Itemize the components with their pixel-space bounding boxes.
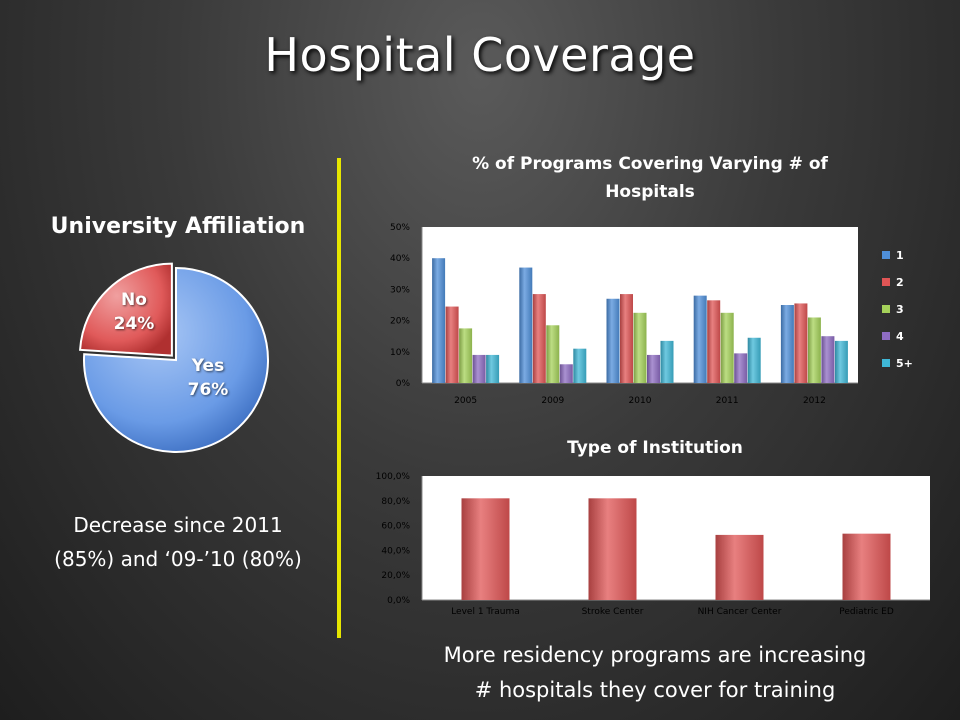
- bar-2009-series-1: [519, 267, 533, 383]
- pie-label-no-name: No: [121, 290, 147, 310]
- legend-swatch: [882, 332, 890, 340]
- y-tick-label: 100,0%: [376, 472, 411, 482]
- pie-label-yes: Yes 76%: [176, 354, 240, 402]
- bar-2005-series-1: [432, 258, 446, 383]
- legend-label: 5+: [896, 357, 913, 370]
- y-tick-label: 50%: [390, 223, 410, 233]
- legend-swatch: [882, 305, 890, 313]
- bar-2010-series-4: [647, 354, 660, 383]
- bar-pediatric-ed: [842, 533, 891, 600]
- pie-chart-title: University Affiliation: [50, 214, 306, 239]
- bar-stroke-center: [588, 498, 637, 600]
- bar-2011-series-2: [707, 300, 721, 383]
- x-tick-label: 2009: [541, 396, 564, 406]
- bar-chart-1-svg: 0% 10% 20% 30% 40% 50% 2005 2009 2010 2011 2012 1 2 3…: [390, 223, 913, 406]
- bar-nih-cancer-center: [715, 534, 764, 600]
- bar-2011-series-4: [734, 353, 748, 383]
- bar-2011-series-1: [693, 295, 707, 383]
- bar-2011-series-5+: [747, 337, 761, 383]
- bar-2005-series-4: [472, 354, 486, 383]
- right-note: More residency programs are increasing #…: [380, 638, 930, 708]
- left-note-line1: Decrease since 2011: [73, 513, 283, 537]
- y-tick-label: 0%: [396, 379, 411, 389]
- y-tick-label: 10%: [390, 348, 410, 358]
- x-tick-label: 2005: [454, 396, 477, 406]
- bar-2010-series-3: [633, 312, 647, 383]
- y-tick-label: 20%: [390, 317, 410, 327]
- bar-2012-series-1: [780, 305, 794, 383]
- pie-label-yes-value: 76%: [187, 380, 229, 400]
- bar-2012-series-2: [794, 303, 808, 383]
- bar-chart-2: 0,0% 20,0% 40,0% 60,0% 80,0% 100,0% Level 1 Tr…: [360, 468, 940, 628]
- x-tick-label: Level 1 Trauma: [451, 607, 520, 617]
- y-tick-label: 0,0%: [387, 596, 410, 606]
- pie-chart-svg: [79, 262, 269, 453]
- bar-chart-1-title-line2: Hospitals: [605, 182, 695, 202]
- bar-2005-series-2: [445, 306, 459, 383]
- bar-2010-series-5+: [660, 340, 674, 383]
- bar-level-1-trauma: [461, 498, 510, 600]
- bar-2009-series-2: [532, 294, 546, 383]
- x-tick-label: 2010: [629, 396, 652, 406]
- pie-slice-no: [79, 262, 173, 357]
- left-note-line2: (85%) and ‘09-’10 (80%): [54, 547, 302, 571]
- pie-label-no-value: 24%: [113, 314, 155, 334]
- x-tick-label: Stroke Center: [582, 607, 644, 617]
- legend-swatch: [882, 359, 890, 367]
- bar-chart-2-title: Type of Institution: [567, 438, 743, 458]
- y-tick-label: 60,0%: [381, 522, 410, 532]
- bar-2009-series-3: [546, 325, 560, 383]
- y-tick-label: 30%: [390, 285, 410, 295]
- legend-swatch: [882, 278, 890, 286]
- bar-chart-1-title-line1: % of Programs Covering Varying # of: [472, 154, 828, 174]
- x-tick-label: NIH Cancer Center: [698, 607, 782, 617]
- legend-swatch: [882, 251, 890, 259]
- x-tick-label: 2012: [803, 396, 826, 406]
- bar-2010-series-2: [620, 294, 633, 383]
- x-tick-label: Pediatric ED: [839, 607, 894, 617]
- pie-label-yes-name: Yes: [191, 356, 225, 376]
- divider-line: [337, 158, 341, 638]
- x-tick-label: 2011: [716, 396, 739, 406]
- bar-2012-series-3: [807, 317, 821, 383]
- bar-2012-series-4: [821, 336, 835, 383]
- y-tick-label: 40%: [390, 254, 410, 264]
- right-note-line2: # hospitals they cover for training: [474, 678, 836, 702]
- y-tick-label: 20,0%: [381, 571, 410, 581]
- y-tick-label: 40,0%: [381, 546, 410, 556]
- legend-label: 2: [896, 276, 904, 289]
- bar-chart-1: 0% 10% 20% 30% 40% 50% 2005 2009 2010 2011 2012 1 2 3…: [360, 215, 940, 415]
- bar-2009-series-4: [559, 364, 573, 383]
- bar-2005-series-5+: [486, 354, 500, 383]
- bar-2011-series-3: [720, 312, 734, 383]
- pie-label-no: No 24%: [104, 288, 164, 336]
- right-note-line1: More residency programs are increasing: [443, 643, 867, 667]
- bar-chart-1-title: % of Programs Covering Varying # of Hosp…: [400, 150, 900, 206]
- slide-title: Hospital Coverage: [264, 28, 696, 82]
- y-tick-label: 80,0%: [381, 497, 410, 507]
- pie-slice-yes: [83, 266, 269, 453]
- legend-label: 3: [896, 303, 904, 316]
- pie-chart: No 24% Yes 76%: [76, 260, 276, 460]
- bar-2010-series-1: [606, 298, 620, 383]
- legend-label: 4: [896, 330, 904, 343]
- bar-2005-series-3: [459, 328, 473, 383]
- legend-label: 1: [896, 249, 904, 262]
- left-note: Decrease since 2011 (85%) and ‘09-’10 (8…: [20, 508, 336, 576]
- bar-chart-2-svg: 0,0% 20,0% 40,0% 60,0% 80,0% 100,0% Level 1 Tr…: [376, 472, 930, 617]
- bar-2012-series-5+: [834, 340, 848, 383]
- bar-2009-series-5+: [573, 348, 587, 383]
